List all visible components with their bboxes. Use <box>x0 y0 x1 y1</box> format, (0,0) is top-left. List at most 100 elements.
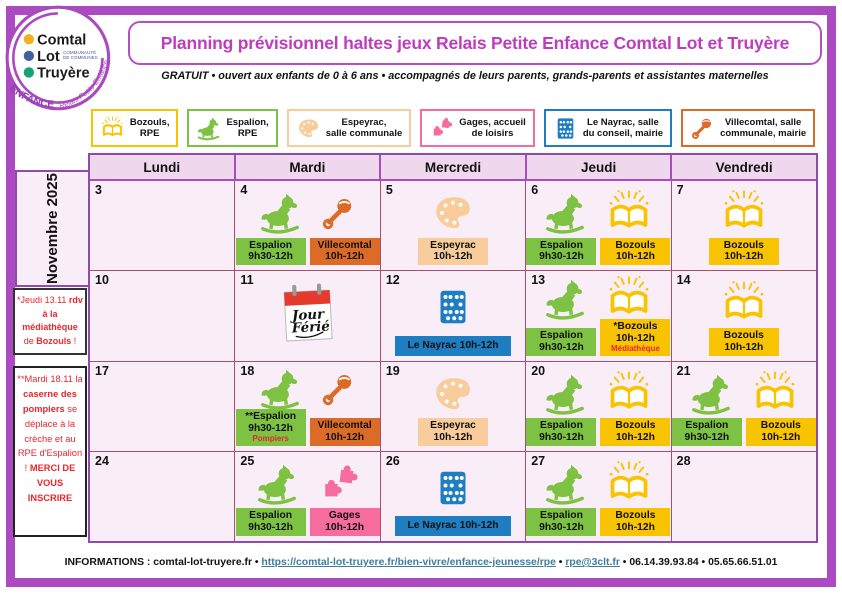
event-chip: Espeyrac 10h-12h <box>418 237 489 266</box>
day-number: 3 <box>95 183 102 197</box>
event-chip: Espalion 9h30-12h <box>526 237 597 266</box>
event-chips: Espalion 9h30-12h Villecomtal 10h-12h <box>235 237 380 271</box>
legend-label: Espalion, RPE <box>226 116 269 139</box>
event-location: Espalion <box>249 239 293 251</box>
event-chip: Le Nayrac 10h-12h <box>395 335 512 356</box>
calendar-cell-day-26: 26 Le Nayrac 10h-12h <box>381 451 527 541</box>
footer-link-website[interactable]: https://comtal-lot-truyere.fr/bien-vivre… <box>261 557 556 568</box>
side-note-1: *Jeudi 13.11 rdv à la médiathèque de Boz… <box>13 288 87 355</box>
open-book-icon <box>720 189 768 237</box>
event-chips: Bozouls 10h-12h <box>672 327 816 361</box>
day-header-vendredi: Vendredi <box>715 159 773 175</box>
day-number: 19 <box>385 363 400 378</box>
open-book-icon <box>605 370 653 418</box>
event-icons <box>381 452 525 516</box>
puzzle-icon <box>429 116 454 141</box>
footer-text: • 06.14.39.93.84 • 05.65.66.51.01 <box>619 557 778 568</box>
day-number: 17 <box>95 363 109 378</box>
event-location: Espalion <box>539 329 583 341</box>
logo-dot-blue <box>23 50 35 62</box>
month-box: Novembre 2025 <box>15 170 90 287</box>
event-chip: **Espalion 9h30-12h Pompiers <box>235 409 306 446</box>
open-book-icon <box>605 460 653 508</box>
organization-logo: Comtal Lot COMMUNAUTÉ DE COMMUNES Truyèr… <box>4 2 111 111</box>
footer-link-email[interactable]: rpe@3clt.fr <box>565 557 620 568</box>
calendar-day-headers: Lundi Mardi Mercredi Jeudi Vendredi <box>90 155 816 181</box>
open-book-icon <box>100 116 125 141</box>
event-time: 9h30-12h <box>684 431 730 443</box>
page-subtitle: GRATUIT • ouvert aux enfants de 0 à 6 an… <box>161 70 769 82</box>
event-chips: Espalion 9h30-12h Bozouls 10h-12h <box>526 508 671 541</box>
day-number: 10 <box>95 273 109 288</box>
event-icons <box>381 362 525 419</box>
event-time: 10h-12h <box>615 332 655 344</box>
note-text: rdv à la médiathèque <box>22 295 83 332</box>
day-number: 21 <box>676 363 691 378</box>
event-location: Espalion <box>685 420 729 432</box>
palette-icon <box>431 191 475 235</box>
event-icons <box>672 271 816 328</box>
event-chips: Espalion 9h30-12h Bozouls 10h-12h <box>526 418 671 451</box>
day-number: 26 <box>385 453 400 468</box>
day-header-mardi: Mardi <box>236 155 382 179</box>
calendar-cell-day-20: 20 Espalion 9h30-12h Bozouls 10h-12h <box>526 361 672 451</box>
day-number: 25 <box>240 453 255 468</box>
note-text: *Jeudi 13.11 <box>17 295 69 305</box>
palette-icon <box>296 116 321 141</box>
note-text: Bozouls <box>36 335 72 346</box>
calendar-cell-day-24: 24 <box>90 451 236 541</box>
event-chip: Espalion 9h30-12h <box>526 418 597 446</box>
rattle-icon <box>320 371 357 408</box>
rocking-horse-icon <box>543 277 587 321</box>
event-location: **Espalion <box>245 411 297 423</box>
calendar-week-row: 3 4 Espalion 9h30-12h Villecomtal 10h-12h 5 Esp… <box>90 181 816 272</box>
event-chip: Bozouls 10h-12h <box>600 237 671 266</box>
event-icons <box>381 181 525 238</box>
day-number: 11 <box>240 273 254 288</box>
jour-ferie-icon: Jour Férié <box>281 282 335 349</box>
event-chip: Espalion 9h30-12h <box>671 418 742 446</box>
event-chip: Espalion 9h30-12h <box>526 327 597 356</box>
event-icons <box>526 362 670 419</box>
decorative-frame <box>6 6 836 587</box>
rocking-horse-icon <box>543 372 587 416</box>
event-chips: Bozouls 10h-12h <box>672 237 816 271</box>
open-book-icon <box>605 275 653 323</box>
note-text: ! <box>71 335 77 346</box>
note-text: MERCI DE VOUS INSCRIRE <box>27 463 76 503</box>
rocking-horse-icon <box>543 462 587 506</box>
legend-label: Gages, accueil de loisirs <box>459 116 526 139</box>
calendar-grid: Lundi Mardi Mercredi Jeudi Vendredi 3 4 Espali… <box>88 153 818 543</box>
legend-label: Le Nayrac, salle du conseil, mairie <box>582 116 664 139</box>
legend-item-5: Villecomtal, salle communale, mairie <box>681 109 816 147</box>
event-time: 10h-12h <box>615 431 655 443</box>
legend-item-2: Espeyrac, salle communale <box>286 109 412 147</box>
event-time: 9h30-12h <box>248 423 293 435</box>
footer-text: INFORMATIONS : comtal-lot-truyere.fr • <box>64 557 262 568</box>
open-book-icon <box>720 280 768 328</box>
event-location: Espalion <box>539 420 583 432</box>
rocking-horse-icon <box>196 116 221 141</box>
event-time: 10h-12h <box>433 431 473 443</box>
event-location: Espalion <box>539 510 583 522</box>
event-location: Bozouls <box>615 510 656 522</box>
event-location: *Bozouls <box>613 321 658 333</box>
event-location: Bozouls <box>615 420 656 432</box>
palette-icon <box>431 372 475 416</box>
title-box: Planning prévisionnel haltes jeux Relais… <box>128 21 822 65</box>
event-time: 10h-12h <box>325 251 365 263</box>
calendar-cell-day-17: 17 <box>90 361 236 451</box>
event-time: 10h-12h <box>761 431 801 443</box>
day-number: 14 <box>676 273 691 288</box>
calendar-cell-day-4: 4 Espalion 9h30-12h Villecomtal 10h-12h <box>235 181 381 271</box>
note-text: se déplace à la crèche et au RPE d'Espal… <box>17 403 83 474</box>
calendar-body: 3 4 Espalion 9h30-12h Villecomtal 10h-12h 5 Esp… <box>90 181 816 541</box>
event-chip: Gages 10h-12h <box>309 508 380 536</box>
calendar-cell-day-19: 19 Espeyrac 10h-12h <box>381 361 527 451</box>
event-icons <box>672 362 816 419</box>
legend-item-0: Bozouls, RPE <box>90 109 179 147</box>
note-text: caserne des pompiers <box>22 388 77 414</box>
calendar-cell-day-6: 6 Espalion 9h30-12h Bozouls 10h-12h <box>526 181 672 271</box>
event-time: 10h-12h <box>615 522 655 534</box>
legend-label: Villecomtal, salle communale, mairie <box>720 116 807 139</box>
